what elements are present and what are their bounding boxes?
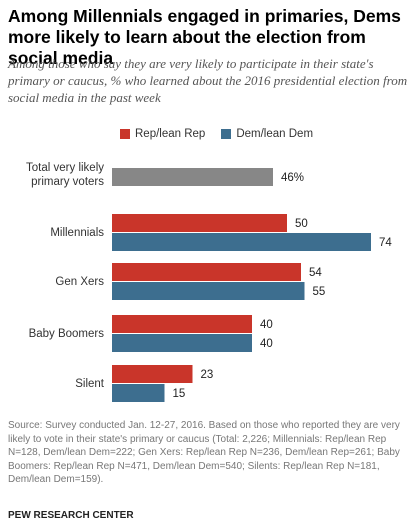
chart-title: Among Millennials engaged in primaries, … (8, 6, 401, 68)
category-label-millennials: Millennials (50, 227, 104, 239)
value-label-millennials-dem: 74 (379, 237, 392, 249)
legend-swatch-dem (221, 129, 232, 139)
value-label-gen-xers-rep: 54 (309, 267, 322, 279)
chart-legend: Rep/lean Rep Dem/lean Dem (120, 128, 313, 140)
value-label-silent-rep: 23 (201, 369, 214, 381)
category-label-gen-xers: Gen Xers (55, 276, 104, 288)
bar-gen-xers-rep (112, 263, 301, 281)
bar-millennials-rep (112, 214, 287, 232)
bar-silent-rep (112, 365, 193, 383)
legend-swatch-rep (120, 129, 130, 139)
bar-baby-boomers-rep (112, 315, 252, 333)
bar-baby-boomers-dem (112, 334, 252, 352)
value-label-baby-boomers-dem: 40 (260, 338, 273, 350)
category-label-total: Total very likely primary voters (26, 162, 104, 188)
value-label-gen-xers-dem: 55 (313, 286, 326, 298)
value-label-baby-boomers-rep: 40 (260, 319, 273, 331)
category-label-baby-boomers: Baby Boomers (29, 328, 105, 340)
credit: PEW RESEARCH CENTER (8, 510, 134, 521)
legend-label-dem: Dem/lean Dem (236, 128, 314, 140)
bar-gen-xers-dem (112, 282, 305, 300)
legend-label-rep: Rep/lean Rep (135, 128, 206, 140)
value-label-total: 46% (281, 172, 304, 184)
legend-item-rep: Rep/lean Rep (120, 128, 205, 140)
source-note: Source: Survey conducted Jan. 12-27, 201… (8, 420, 400, 486)
bar-total (112, 168, 273, 186)
bar-silent-dem (112, 384, 165, 402)
value-label-millennials-rep: 50 (295, 218, 308, 230)
bar-chart: Total very likely primary voters 46% Millen… (26, 162, 392, 402)
chart-subtitle: Among those who say they are very likely… (8, 56, 408, 105)
legend-item-dem: Dem/lean Dem (221, 128, 313, 140)
bar-millennials-dem (112, 233, 371, 251)
value-label-silent-dem: 15 (173, 388, 186, 400)
category-label-silent: Silent (75, 378, 105, 390)
